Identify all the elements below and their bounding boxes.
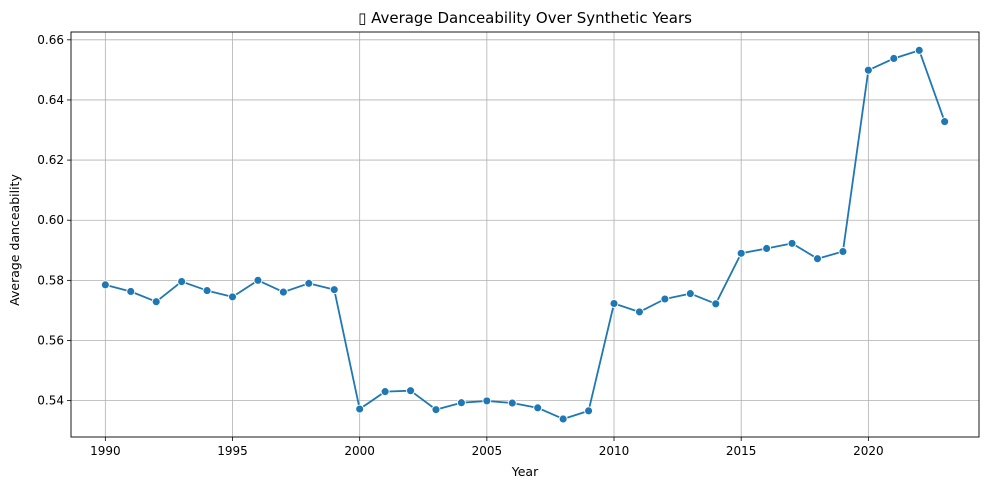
- y-tick-label: 0.54: [37, 394, 64, 408]
- data-point: [711, 299, 721, 309]
- data-point: [177, 277, 187, 287]
- x-axis-ticks: 1990 1995 2000 2005 2010 2015 2020: [90, 437, 884, 458]
- data-point: [762, 244, 772, 253]
- x-tick-label: 2010: [599, 444, 630, 458]
- chart-title: ▯ Average Danceability Over Synthetic Ye…: [358, 9, 692, 27]
- data-point: [482, 396, 492, 406]
- data-point: [685, 289, 695, 299]
- data-point: [278, 287, 288, 297]
- data-point: [558, 414, 568, 424]
- x-tick-label: 1990: [90, 444, 121, 458]
- data-point: [736, 248, 746, 258]
- data-point: [456, 398, 466, 408]
- y-tick-label: 0.62: [37, 153, 64, 167]
- x-tick-label: 2020: [853, 444, 884, 458]
- data-point: [253, 275, 263, 285]
- data-point: [304, 278, 314, 288]
- data-point: [406, 386, 415, 396]
- y-axis-ticks: 0.54 0.56 0.58 0.60 0.62 0.64 0.66: [37, 33, 71, 408]
- data-point: [431, 405, 441, 415]
- y-tick-label: 0.56: [37, 333, 64, 347]
- data-point: [914, 45, 924, 55]
- data-point: [151, 297, 161, 307]
- data-point: [660, 294, 670, 304]
- data-point: [329, 285, 339, 295]
- x-tick-label: 2015: [726, 444, 757, 458]
- data-point: [635, 307, 644, 317]
- data-point: [533, 403, 543, 413]
- data-point: [584, 406, 594, 416]
- y-tick-label: 0.60: [37, 213, 64, 227]
- grid-lines: [71, 32, 979, 437]
- y-tick-label: 0.66: [37, 33, 64, 47]
- data-point: [126, 287, 136, 296]
- plot-frame: [70, 31, 980, 438]
- data-point: [813, 254, 822, 264]
- series-line: [105, 49, 946, 420]
- data-point: [787, 238, 797, 248]
- data-point: [940, 117, 950, 127]
- data-point: [380, 387, 390, 397]
- x-tick-label: 2005: [472, 444, 503, 458]
- x-tick-label: 2000: [344, 444, 375, 458]
- data-point: [507, 398, 517, 408]
- data-point: [355, 404, 365, 414]
- data-point: [838, 247, 848, 256]
- y-axis-label: Average danceability: [7, 174, 22, 306]
- data-point: [202, 286, 212, 296]
- y-tick-label: 0.58: [37, 273, 64, 287]
- data-point: [228, 292, 237, 302]
- x-tick-label: 1995: [217, 444, 248, 458]
- data-point: [863, 65, 873, 75]
- data-point: [100, 280, 110, 290]
- data-point: [609, 299, 619, 308]
- series-layer: [100, 45, 950, 424]
- x-axis-label: Year: [511, 464, 539, 479]
- data-point: [889, 54, 899, 63]
- y-tick-label: 0.64: [37, 93, 64, 107]
